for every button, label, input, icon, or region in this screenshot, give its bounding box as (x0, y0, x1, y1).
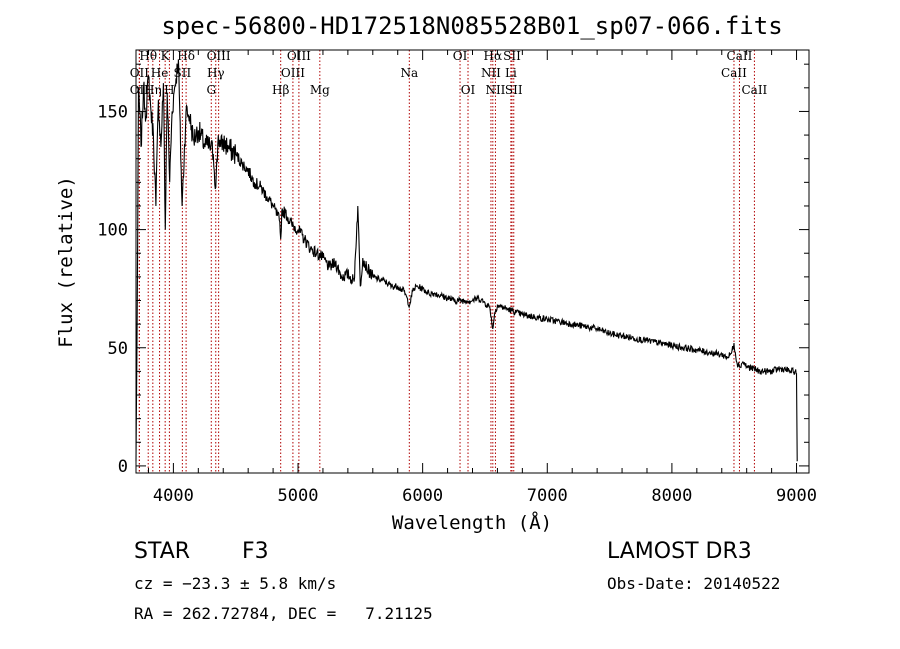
spectral-line-markers (138, 50, 755, 473)
line-label-12: Hβ (272, 83, 289, 97)
y-tick-label-100: 100 (97, 221, 128, 241)
x-axis-ticks: 4000 5000 6000 7000 8000 9000 (147, 50, 817, 506)
line-label-15: Mg (310, 83, 330, 97)
line-label-6: H (164, 83, 174, 97)
line-label-18: OI (461, 83, 476, 97)
object-subclass: F3 (242, 539, 269, 564)
line-label-13: OIII (287, 49, 311, 63)
line-label-27: CaII (741, 83, 767, 97)
line-label-25: CaII (727, 49, 753, 63)
y-axis-label: Flux (relative) (55, 176, 77, 348)
line-label-22: SII (503, 49, 521, 63)
observation-date: Obs-Date: 20140522 (607, 574, 781, 593)
chart-title: spec-56800-HD172518N085528B01_sp07-066.f… (161, 12, 782, 40)
redshift-cz: cz = −23.3 ± 5.8 km/s (134, 574, 337, 593)
line-label-24: SII (505, 83, 523, 97)
line-label-23: Li (505, 66, 517, 80)
line-label-10: Hγ (207, 66, 225, 80)
x-tick-label-7000: 7000 (527, 486, 568, 506)
object-class: STAR (134, 539, 191, 564)
line-label-16: Na (400, 66, 418, 80)
line-label-9: OIII (207, 49, 231, 63)
line-label-3: Hη (144, 83, 162, 97)
x-tick-label-4000: 4000 (153, 486, 194, 506)
line-label-20: NII (481, 66, 501, 80)
line-label-14: OIII (281, 66, 305, 80)
x-tick-label-9000: 9000 (776, 486, 817, 506)
y-tick-label-0: 0 (118, 457, 128, 477)
x-axis-label: Wavelength (Å) (392, 511, 552, 534)
line-label-21: NII (485, 83, 505, 97)
line-label-4: He (151, 66, 169, 80)
line-label-1: OII (130, 66, 150, 80)
line-label-11: G (206, 83, 216, 97)
line-label-17: OI (453, 49, 468, 63)
x-tick-label-5000: 5000 (278, 486, 319, 506)
y-tick-label-50: 50 (108, 339, 128, 359)
line-label-0: Hθ (139, 49, 157, 63)
line-label-8: Hδ (177, 49, 195, 63)
line-label-5: K (161, 49, 171, 63)
plot-frame (135, 49, 810, 474)
y-axis-ticks: 0 50 100 150 (97, 63, 809, 477)
y-tick-label-150: 150 (97, 102, 128, 122)
survey-name: LAMOST DR3 (607, 539, 752, 564)
x-tick-label-6000: 6000 (402, 486, 443, 506)
line-label-26: CaII (721, 66, 747, 80)
coordinates: RA = 262.72784, DEC = 7.21125 (134, 604, 433, 623)
flux-line (135, 59, 798, 462)
line-label-19: Hα (484, 49, 503, 63)
x-tick-label-8000: 8000 (651, 486, 692, 506)
